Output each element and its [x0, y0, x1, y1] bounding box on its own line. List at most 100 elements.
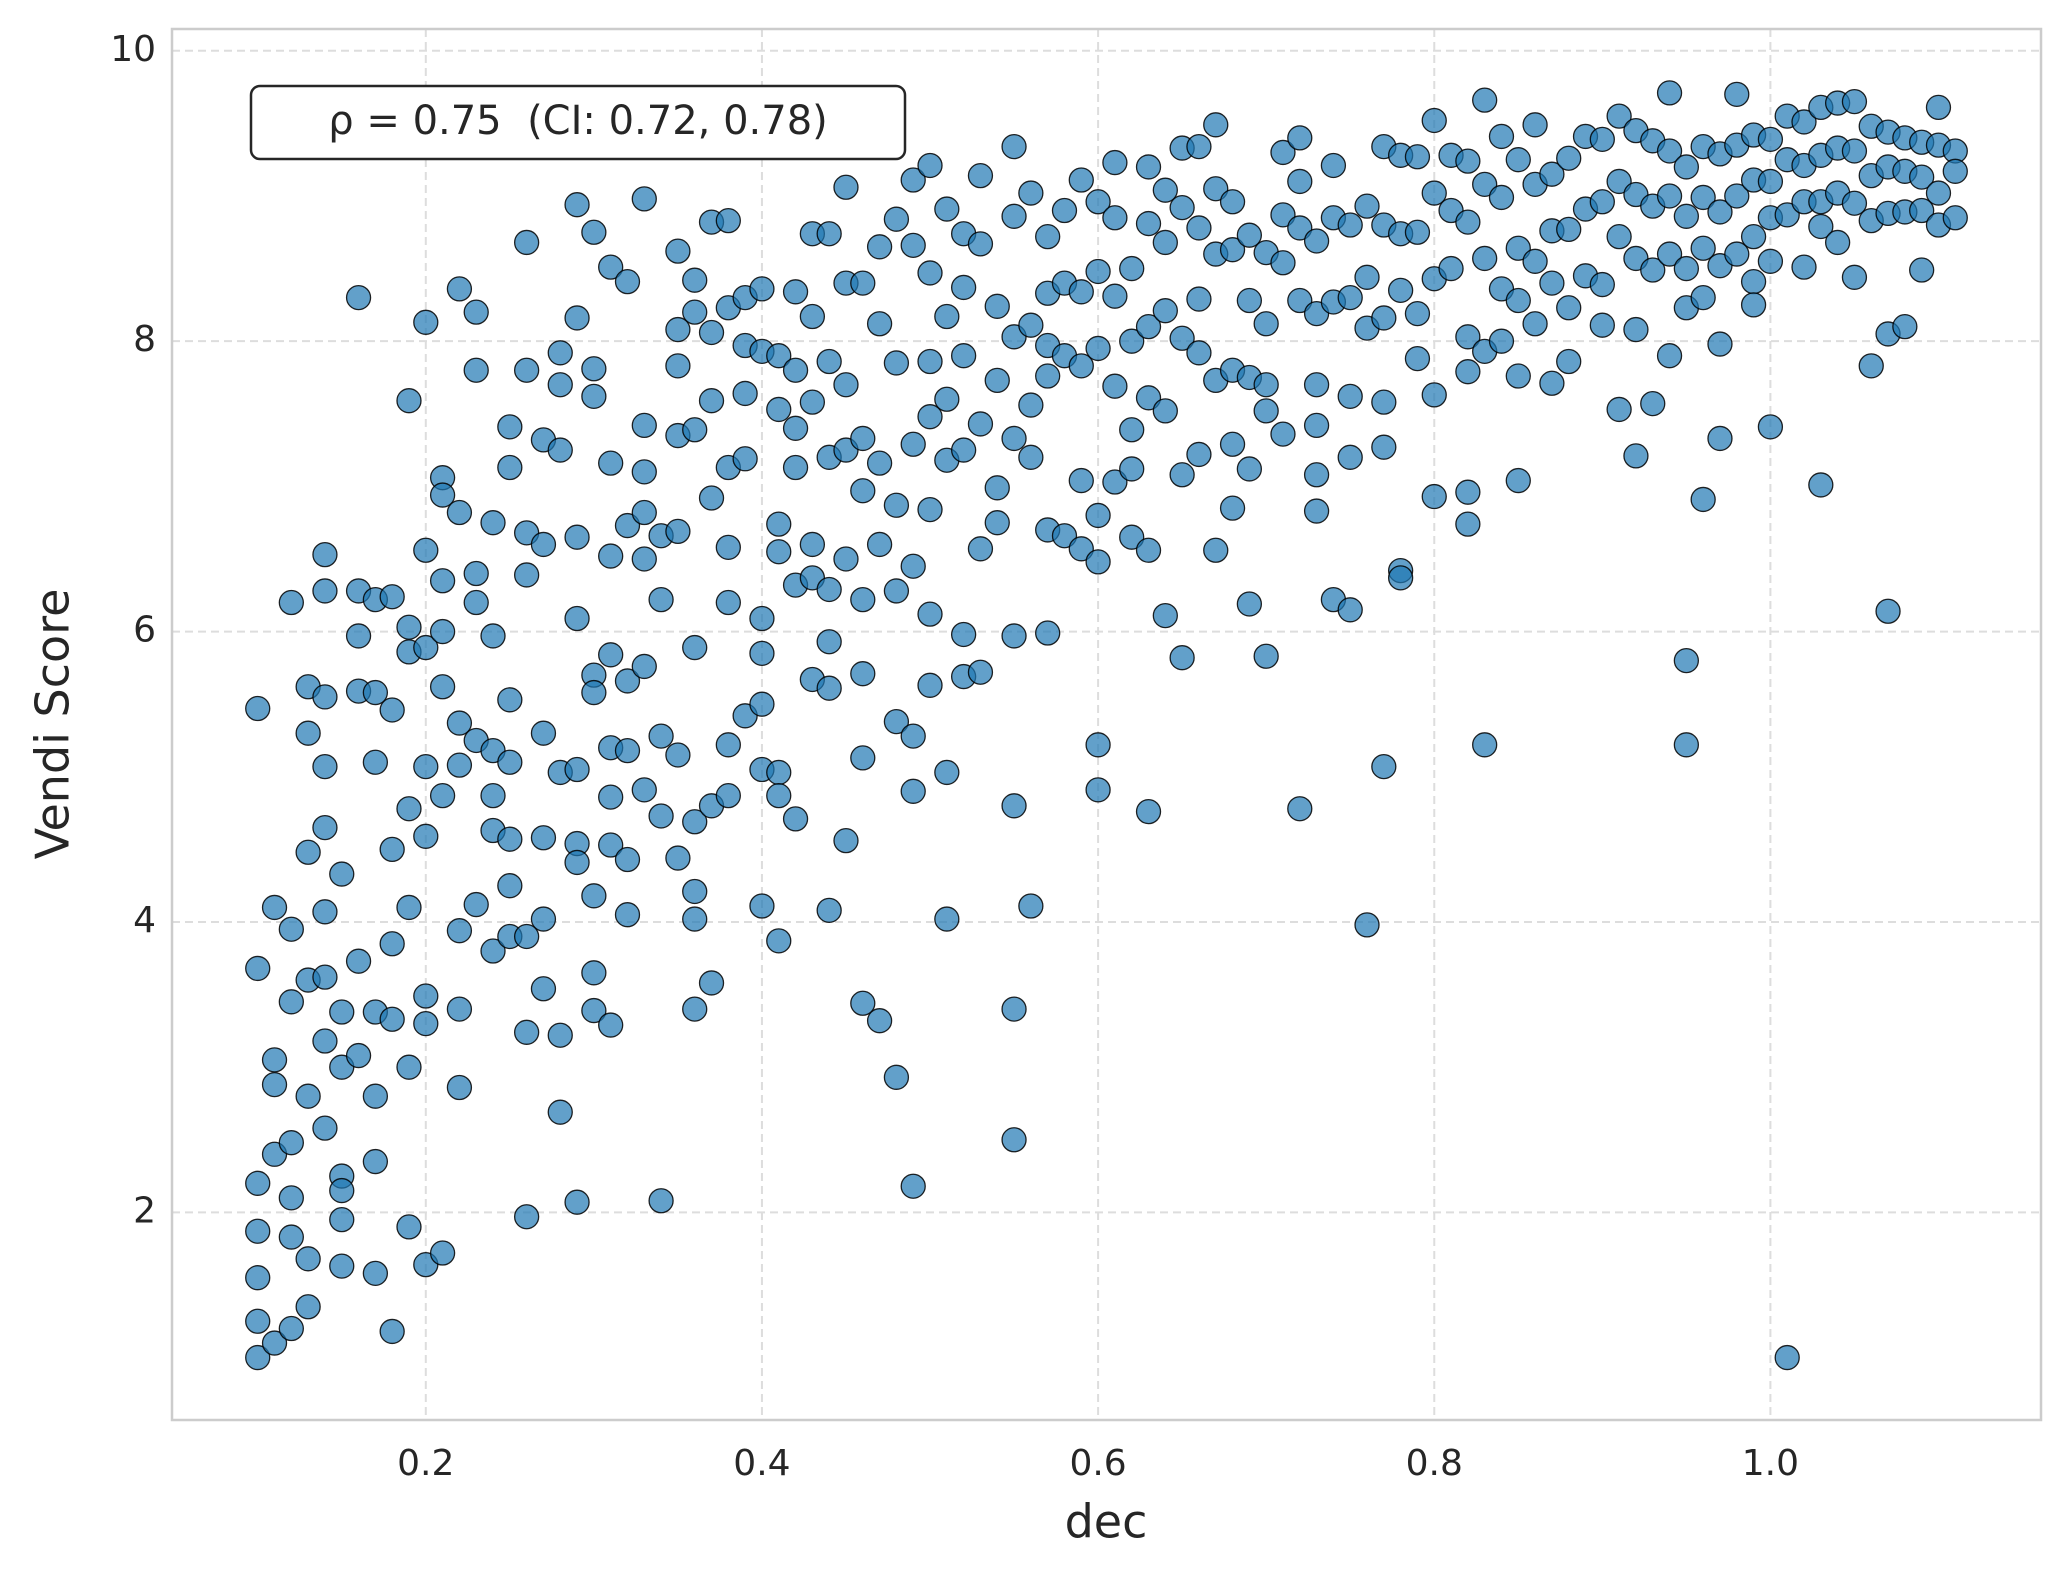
scatter-point	[1488, 184, 1515, 211]
scatter-point	[1421, 107, 1447, 134]
scatter-point	[312, 541, 338, 568]
scatter-point	[715, 732, 741, 758]
scatter-point	[413, 753, 439, 780]
y-tick-label: 2	[133, 1190, 156, 1231]
scatter-point	[766, 511, 792, 537]
scatter-point	[598, 832, 624, 858]
scatter-point	[900, 778, 926, 804]
scatter-point	[883, 492, 910, 518]
scatter-point	[345, 284, 372, 311]
scatter-point	[698, 388, 725, 414]
scatter-point	[984, 367, 1010, 394]
scatter-point	[564, 1189, 590, 1215]
scatter-point	[1640, 257, 1666, 283]
scatter-point	[1152, 398, 1178, 424]
scatter-point	[362, 1260, 389, 1286]
scatter-point	[648, 803, 674, 829]
scatter-point	[1841, 88, 1868, 115]
scatter-point	[900, 167, 926, 193]
scatter-point	[1522, 112, 1548, 138]
scatter-point	[598, 543, 624, 569]
scatter-point	[1404, 300, 1431, 327]
scatter-point	[278, 1315, 304, 1342]
scatter-point	[1068, 536, 1094, 562]
scatter-point	[631, 777, 657, 803]
scatter-point	[1757, 126, 1784, 153]
scatter-point	[396, 894, 422, 921]
scatter-point	[1085, 549, 1111, 575]
scatter-point	[900, 553, 926, 579]
scatter-point	[917, 672, 943, 698]
scatter-point	[295, 1246, 321, 1272]
scatter-point	[749, 640, 775, 667]
scatter-point	[513, 229, 540, 256]
scatter-point	[1035, 223, 1061, 250]
scatter-point	[1505, 147, 1531, 173]
scatter-point	[1203, 112, 1229, 138]
scatter-point	[883, 578, 910, 604]
scatter-point	[833, 546, 859, 572]
scatter-point	[396, 614, 422, 640]
scatter-point	[1337, 383, 1363, 410]
scatter-point	[665, 353, 691, 379]
scatter-point	[883, 206, 910, 232]
scatter-point	[463, 589, 489, 616]
scatter-point	[379, 1006, 405, 1032]
scatter-point	[900, 232, 926, 258]
scatter-point	[850, 661, 876, 687]
scatter-point	[1623, 316, 1649, 343]
scatter-point	[598, 642, 624, 668]
scatter-point	[1270, 139, 1296, 166]
scatter-point	[1085, 258, 1111, 285]
scatter-point	[312, 964, 338, 990]
scatter-point	[1102, 149, 1128, 176]
scatter-point	[245, 1218, 271, 1244]
scatter-point	[883, 708, 910, 735]
scatter-point	[1757, 168, 1784, 195]
scatter-point	[1455, 148, 1481, 174]
scatter-point	[480, 782, 506, 809]
scatter-point	[1740, 223, 1767, 250]
scatter-point	[530, 720, 557, 746]
scatter-point	[1253, 643, 1279, 669]
scatter-point	[1505, 363, 1531, 389]
scatter-point	[1740, 292, 1767, 318]
scatter-point	[749, 691, 775, 717]
scatter-point	[1303, 498, 1330, 524]
scatter-point	[665, 316, 691, 343]
y-axis-label: Vendi Score	[26, 589, 80, 860]
scatter-point	[1472, 245, 1498, 272]
scatter-point	[329, 999, 355, 1025]
scatter-point	[698, 319, 725, 346]
scatter-point	[1387, 565, 1414, 591]
scatter-point	[598, 784, 624, 810]
scatter-point	[1404, 219, 1431, 245]
scatter-point	[1656, 183, 1683, 209]
scatter-point	[564, 605, 590, 632]
scatter-point	[1421, 382, 1447, 408]
scatter-point	[581, 356, 607, 382]
scatter-point	[1354, 264, 1380, 290]
scatter-point	[1219, 189, 1246, 215]
scatter-point	[1656, 241, 1683, 267]
scatter-point	[362, 1148, 389, 1175]
scatter-point	[1135, 798, 1162, 825]
scatter-point	[329, 1253, 355, 1279]
scatter-point	[816, 221, 842, 247]
scatter-point	[648, 1188, 674, 1214]
scatter-point	[1925, 94, 1952, 121]
scatter-point	[1438, 255, 1464, 282]
scatter-point	[1909, 197, 1935, 224]
scatter-point	[682, 996, 708, 1022]
scatter-point	[1236, 222, 1263, 248]
scatter-point	[782, 279, 809, 305]
x-tick-label: 1.0	[1742, 1443, 1799, 1484]
scatter-point	[732, 380, 758, 407]
scatter-point	[463, 891, 489, 918]
scatter-point	[480, 623, 506, 649]
scatter-point	[934, 303, 960, 330]
scatter-point	[715, 534, 741, 561]
scatter-point	[984, 510, 1010, 536]
scatter-point	[379, 697, 405, 723]
